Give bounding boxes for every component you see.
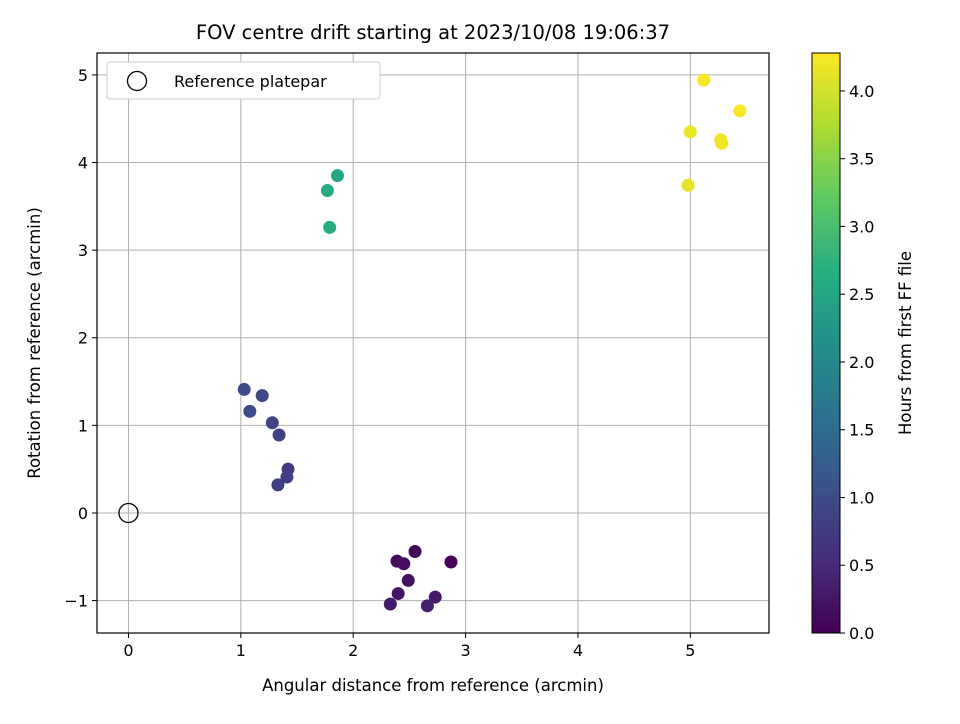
scatter-point: [683, 125, 697, 139]
legend: Reference platepar: [106, 61, 381, 100]
y-tick-label: 3: [78, 241, 88, 260]
colorbar-tick-label: 0.0: [849, 624, 874, 643]
legend-reference-marker: [126, 70, 148, 92]
colorbar-gradient: [811, 52, 841, 634]
scatter-point: [444, 555, 458, 569]
colorbar-tick-label: 2.0: [849, 353, 874, 372]
scatter-point: [391, 587, 405, 601]
y-tick-label: 4: [78, 154, 88, 173]
scatter-point: [280, 470, 294, 484]
reference-marker: [118, 502, 139, 524]
x-tick-label: 1: [236, 641, 246, 660]
scatter-point: [733, 104, 747, 118]
y-tick-label: 2: [78, 329, 88, 348]
scatter-point: [271, 478, 285, 492]
legend-label: Reference platepar: [174, 72, 327, 91]
scatter-point: [243, 404, 257, 418]
scatter-point: [265, 416, 279, 430]
x-tick-label: 5: [685, 641, 695, 660]
scatter-point: [383, 597, 397, 611]
colorbar-ticks: 0.0 0.5 1.0 1.5 2.0 2.5 3.0 3.5 4.0: [840, 82, 874, 643]
x-tick-label: 2: [348, 641, 358, 660]
y-tick-label: 5: [78, 66, 88, 85]
colorbar-tick-label: 0.5: [849, 556, 874, 575]
colorbar-label: Hours from first FF file: [896, 251, 915, 435]
y-tick-label: 0: [78, 504, 88, 523]
colorbar-tick-label: 2.5: [849, 285, 874, 304]
y-tick-label: −1: [64, 592, 88, 611]
colorbar-tick-label: 1.5: [849, 421, 874, 440]
colorbar: 0.0 0.5 1.0 1.5 2.0 2.5 3.0 3.5 4.0 Hours from f…: [811, 52, 915, 643]
legend-box: [106, 61, 381, 100]
scatter-point: [420, 599, 434, 613]
scatter-point: [681, 178, 695, 192]
reference-platepar-point: [118, 502, 139, 524]
chart-title: FOV centre drift starting at 2023/10/08 …: [196, 21, 670, 44]
x-tick-label: 4: [573, 641, 583, 660]
grid-lines: [97, 53, 769, 633]
plot-frame: [96, 52, 770, 634]
y-axis-label: Rotation from reference (arcmin): [25, 207, 44, 479]
y-axis-ticks: −1 0 1 2 3 4 5: [64, 66, 97, 611]
x-tick-label: 0: [123, 641, 133, 660]
scatter-point: [715, 136, 729, 150]
colorbar-tick-label: 1.0: [849, 488, 874, 507]
y-tick-label: 1: [78, 416, 88, 435]
scatter-point: [320, 184, 334, 198]
scatter-point: [397, 557, 411, 571]
scatter-point: [237, 382, 251, 396]
colorbar-tick-label: 3.5: [849, 150, 874, 169]
scatter-point: [401, 573, 415, 587]
data-points: [237, 73, 747, 613]
scatter-point: [408, 545, 422, 559]
scatter-point: [697, 73, 711, 87]
scatter-point: [323, 220, 337, 234]
colorbar-tick-label: 3.0: [849, 217, 874, 236]
scatter-point: [330, 169, 344, 183]
x-tick-label: 3: [460, 641, 470, 660]
colorbar-tick-label: 4.0: [849, 82, 874, 101]
scatter-point: [255, 389, 269, 403]
scatter-point: [272, 428, 286, 442]
x-axis-label: Angular distance from reference (arcmin): [262, 676, 604, 695]
x-axis-ticks: 0 1 2 3 4 5: [123, 633, 695, 660]
scatter-point: [428, 590, 442, 604]
